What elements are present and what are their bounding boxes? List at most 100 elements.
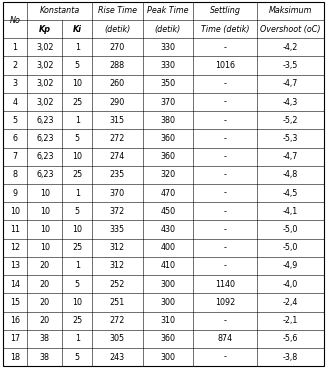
Text: 470: 470: [160, 189, 175, 198]
Text: 17: 17: [10, 335, 20, 343]
Text: 6,23: 6,23: [36, 116, 53, 125]
Text: -: -: [224, 207, 227, 216]
Text: 1: 1: [75, 262, 80, 270]
Text: 1: 1: [12, 43, 18, 52]
Text: -: -: [224, 225, 227, 234]
Text: 320: 320: [160, 170, 175, 179]
Text: 6,23: 6,23: [36, 152, 53, 161]
Text: 300: 300: [160, 298, 175, 307]
Text: 20: 20: [40, 298, 50, 307]
Text: (detik): (detik): [155, 25, 181, 33]
Text: 3: 3: [12, 79, 18, 88]
Text: Settling: Settling: [210, 7, 241, 15]
Text: Maksimum: Maksimum: [269, 7, 312, 15]
Text: -4,7: -4,7: [283, 152, 298, 161]
Text: -: -: [224, 79, 227, 88]
Text: 10: 10: [40, 243, 50, 252]
Text: 10: 10: [40, 225, 50, 234]
Text: 312: 312: [110, 243, 125, 252]
Text: -3,8: -3,8: [283, 353, 298, 361]
Text: 15: 15: [10, 298, 20, 307]
Text: -: -: [224, 189, 227, 198]
Text: -: -: [224, 353, 227, 361]
Text: 330: 330: [160, 43, 175, 52]
Text: 14: 14: [10, 280, 20, 289]
Text: -: -: [224, 116, 227, 125]
Text: 16: 16: [10, 316, 20, 325]
Text: 20: 20: [40, 280, 50, 289]
Text: 1: 1: [75, 189, 80, 198]
Text: 450: 450: [160, 207, 175, 216]
Text: 380: 380: [160, 116, 175, 125]
Text: 38: 38: [40, 335, 50, 343]
Text: 12: 12: [10, 243, 20, 252]
Text: 10: 10: [72, 79, 82, 88]
Text: 252: 252: [110, 280, 125, 289]
Text: 1: 1: [75, 116, 80, 125]
Text: -: -: [224, 243, 227, 252]
Text: 13: 13: [10, 262, 20, 270]
Text: Peak Time: Peak Time: [147, 7, 189, 15]
Text: 360: 360: [160, 335, 175, 343]
Text: 5: 5: [75, 207, 80, 216]
Text: 1016: 1016: [215, 61, 235, 70]
Text: 20: 20: [40, 262, 50, 270]
Text: 1092: 1092: [215, 298, 235, 307]
Text: 10: 10: [72, 152, 82, 161]
Text: -: -: [224, 134, 227, 143]
Text: 8: 8: [12, 170, 18, 179]
Text: -: -: [224, 262, 227, 270]
Text: 10: 10: [40, 207, 50, 216]
Text: 410: 410: [160, 262, 175, 270]
Text: 372: 372: [110, 207, 125, 216]
Text: 1: 1: [75, 335, 80, 343]
Text: -: -: [224, 43, 227, 52]
Text: Konstanta: Konstanta: [40, 7, 80, 15]
Text: 6,23: 6,23: [36, 170, 53, 179]
Text: Kp: Kp: [39, 25, 51, 33]
Text: -5,2: -5,2: [283, 116, 299, 125]
Text: 315: 315: [110, 116, 125, 125]
Text: -4,9: -4,9: [283, 262, 298, 270]
Text: 300: 300: [160, 280, 175, 289]
Text: 330: 330: [160, 61, 175, 70]
Text: 288: 288: [110, 61, 125, 70]
Text: 6: 6: [12, 134, 18, 143]
Text: 25: 25: [72, 316, 82, 325]
Text: 305: 305: [110, 335, 125, 343]
Text: 274: 274: [110, 152, 125, 161]
Text: 430: 430: [160, 225, 175, 234]
Text: 10: 10: [10, 207, 20, 216]
Text: 270: 270: [110, 43, 125, 52]
Text: 235: 235: [110, 170, 125, 179]
Text: 10: 10: [40, 189, 50, 198]
Text: 10: 10: [72, 298, 82, 307]
Text: -5,6: -5,6: [283, 335, 298, 343]
Text: 5: 5: [75, 353, 80, 361]
Text: 4: 4: [12, 98, 18, 106]
Text: 1: 1: [75, 43, 80, 52]
Text: Time (detik): Time (detik): [201, 25, 249, 33]
Text: -: -: [224, 152, 227, 161]
Text: 7: 7: [12, 152, 18, 161]
Text: 5: 5: [12, 116, 18, 125]
Text: (detik): (detik): [104, 25, 130, 33]
Text: -5,3: -5,3: [283, 134, 298, 143]
Text: -5,0: -5,0: [283, 225, 298, 234]
Text: 18: 18: [10, 353, 20, 361]
Text: Ki: Ki: [73, 25, 82, 33]
Text: -: -: [224, 170, 227, 179]
Text: 370: 370: [110, 189, 125, 198]
Text: -4,2: -4,2: [283, 43, 298, 52]
Text: 272: 272: [110, 134, 125, 143]
Text: 300: 300: [160, 353, 175, 361]
Text: 251: 251: [110, 298, 125, 307]
Text: 3,02: 3,02: [36, 98, 53, 106]
Text: 3,02: 3,02: [36, 79, 53, 88]
Text: 38: 38: [40, 353, 50, 361]
Text: 272: 272: [110, 316, 125, 325]
Text: 335: 335: [110, 225, 125, 234]
Text: -4,7: -4,7: [283, 79, 298, 88]
Text: 260: 260: [110, 79, 125, 88]
Text: 370: 370: [160, 98, 175, 106]
